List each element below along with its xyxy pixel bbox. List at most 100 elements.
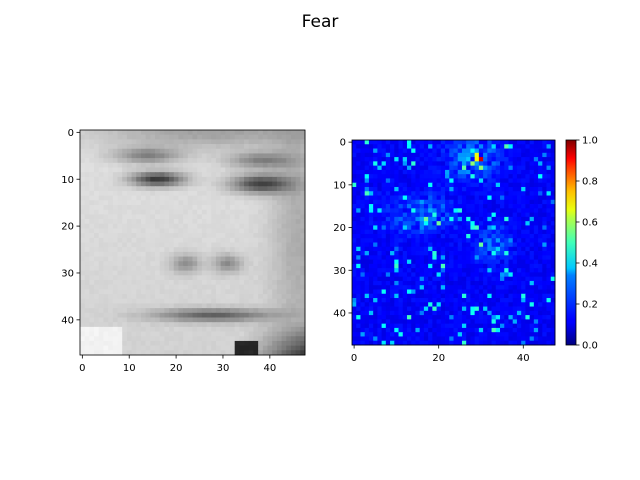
saliency-pixel (550, 319, 556, 325)
saliency-pixel (373, 174, 378, 179)
face-pixel (267, 172, 273, 178)
face-pixel (248, 130, 254, 136)
saliency-pixel (516, 251, 522, 256)
face-pixel (89, 322, 95, 328)
saliency-pixel (360, 302, 366, 307)
saliency-pixel (385, 152, 391, 158)
saliency-pixel (487, 204, 492, 209)
face-pixel (126, 134, 132, 140)
saliency-pixel (398, 246, 404, 252)
saliency-pixel (390, 327, 395, 333)
face-pixel (262, 261, 268, 267)
face-pixel (117, 233, 123, 239)
saliency-pixel (368, 293, 374, 299)
face-pixel (187, 322, 193, 328)
face-pixel (230, 205, 236, 211)
face-pixel (281, 322, 287, 328)
saliency-pixel (533, 152, 539, 158)
saliency-pixel (453, 272, 459, 278)
saliency-pixel (423, 298, 429, 303)
saliency-pixel (364, 327, 370, 333)
saliency-pixel (466, 251, 471, 256)
saliency-pixel (402, 208, 408, 213)
face-pixel (262, 214, 268, 220)
saliency-pixel (385, 327, 391, 333)
saliency-pixel (495, 259, 501, 265)
face-pixel (136, 242, 142, 248)
face-pixel (136, 326, 142, 332)
saliency-pixel (538, 246, 543, 252)
face-pixel (220, 139, 226, 145)
saliency-pixel (402, 332, 408, 337)
saliency-pixel (423, 238, 429, 243)
face-pixel (258, 280, 264, 286)
saliency-pixel (533, 216, 539, 222)
face-pixel (108, 214, 114, 220)
face-pixel (225, 144, 231, 150)
saliency-pixel (428, 268, 433, 273)
face-pixel (80, 265, 86, 272)
face-pixel (290, 205, 297, 211)
face-pixel (117, 190, 123, 197)
saliency-pixel (432, 225, 437, 231)
face-pixel (122, 298, 128, 304)
face-pixel (239, 294, 245, 300)
face-pixel (215, 289, 222, 295)
saliency-pixel (411, 246, 416, 252)
saliency-pixel (436, 272, 442, 278)
face-pixel (187, 214, 193, 220)
saliency-pixel (542, 246, 547, 252)
face-pixel (215, 298, 222, 304)
saliency-pixel (525, 199, 531, 205)
saliency-pixel (538, 289, 543, 295)
face-pixel (112, 303, 118, 309)
face-pixel (140, 289, 147, 295)
saliency-pixel (483, 327, 488, 333)
face-pixel (159, 153, 165, 159)
face-pixel (201, 336, 207, 342)
face-pixel (98, 242, 104, 248)
saliency-pixel (445, 199, 450, 205)
saliency-pixel (373, 293, 378, 299)
saliency-pixel (381, 327, 387, 333)
saliency-pixel (542, 276, 547, 282)
saliency-pixel (402, 199, 408, 205)
face-pixel (192, 153, 198, 159)
face-pixel (145, 261, 151, 267)
saliency-pixel (516, 169, 522, 175)
face-pixel (286, 205, 292, 211)
face-pixel (145, 200, 151, 206)
face-pixel (230, 153, 236, 159)
saliency-pixel (356, 195, 361, 201)
face-pixel (80, 158, 86, 164)
saliency-pixel (368, 208, 374, 213)
saliency-pixel (546, 302, 552, 307)
saliency-pixel (423, 246, 429, 252)
saliency-pixel (483, 276, 488, 282)
face-pixel (108, 148, 114, 154)
face-pixel (286, 350, 292, 356)
saliency-pixel (398, 251, 404, 256)
face-pixel (80, 148, 86, 154)
face-pixel (169, 270, 175, 276)
saliency-pixel (445, 208, 450, 213)
face-pixel (187, 144, 193, 150)
face-pixel (126, 209, 132, 215)
saliency-pixel (504, 191, 509, 196)
saliency-pixel (377, 323, 383, 329)
face-pixel (145, 214, 151, 220)
face-pixel (244, 247, 250, 253)
saliency-pixel (461, 174, 467, 179)
saliency-pixel (364, 204, 370, 209)
face-pixel (286, 158, 292, 164)
face-pixel (244, 172, 250, 178)
face-pixel (197, 130, 203, 136)
saliency-pixel (466, 319, 471, 325)
face-pixel (150, 195, 156, 201)
face-pixel (258, 275, 264, 281)
face-pixel (206, 186, 212, 192)
face-pixel (173, 158, 179, 164)
face-pixel (122, 336, 128, 342)
saliency-pixel (381, 310, 387, 316)
saliency-pixel (521, 332, 526, 337)
